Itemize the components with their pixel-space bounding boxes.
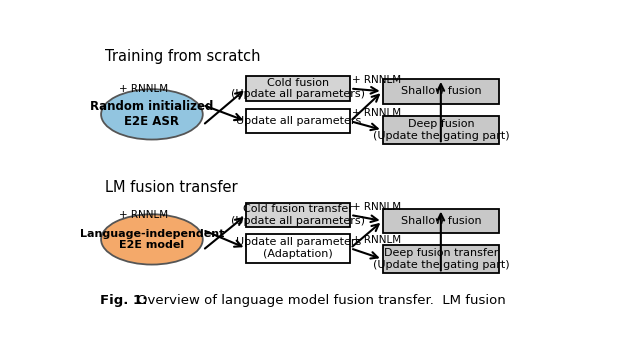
Text: + RNNLM: + RNNLM bbox=[118, 210, 168, 220]
Text: + RNNLM: + RNNLM bbox=[118, 84, 168, 94]
FancyBboxPatch shape bbox=[246, 76, 350, 101]
Text: Random initialized
E2E ASR: Random initialized E2E ASR bbox=[90, 100, 214, 128]
Text: Cold fusion transfer
(Update all parameters): Cold fusion transfer (Update all paramet… bbox=[231, 204, 365, 226]
Ellipse shape bbox=[101, 89, 203, 139]
Text: Shallow fusion: Shallow fusion bbox=[401, 216, 481, 226]
Text: LM fusion transfer: LM fusion transfer bbox=[105, 180, 237, 195]
FancyBboxPatch shape bbox=[383, 245, 499, 273]
Text: Cold fusion
(Update all parameters): Cold fusion (Update all parameters) bbox=[231, 78, 365, 99]
Text: + RNNLM: + RNNLM bbox=[352, 75, 401, 85]
FancyBboxPatch shape bbox=[383, 209, 499, 233]
Text: Update all parameters: Update all parameters bbox=[236, 116, 361, 126]
Ellipse shape bbox=[101, 214, 203, 264]
Text: Training from scratch: Training from scratch bbox=[105, 49, 260, 64]
FancyBboxPatch shape bbox=[383, 79, 499, 103]
Text: Deep fusion transfer
(Update the gating part): Deep fusion transfer (Update the gating … bbox=[372, 248, 509, 270]
FancyBboxPatch shape bbox=[246, 203, 350, 227]
Text: Shallow fusion: Shallow fusion bbox=[401, 86, 481, 96]
Text: Deep fusion
(Update the gating part): Deep fusion (Update the gating part) bbox=[372, 119, 509, 141]
Text: + RNNLM: + RNNLM bbox=[352, 202, 401, 212]
Text: Overview of language model fusion transfer.  LM fusion: Overview of language model fusion transf… bbox=[137, 294, 506, 307]
Text: + RNNLM: + RNNLM bbox=[352, 235, 401, 245]
Text: Language-independent
E2E model: Language-independent E2E model bbox=[80, 229, 224, 250]
Text: Update all parameters
(Adaptation): Update all parameters (Adaptation) bbox=[236, 238, 361, 259]
Text: + RNNLM: + RNNLM bbox=[352, 108, 401, 118]
FancyBboxPatch shape bbox=[246, 234, 350, 263]
FancyBboxPatch shape bbox=[246, 109, 350, 133]
Text: Fig. 1:: Fig. 1: bbox=[100, 294, 147, 307]
FancyBboxPatch shape bbox=[383, 116, 499, 144]
